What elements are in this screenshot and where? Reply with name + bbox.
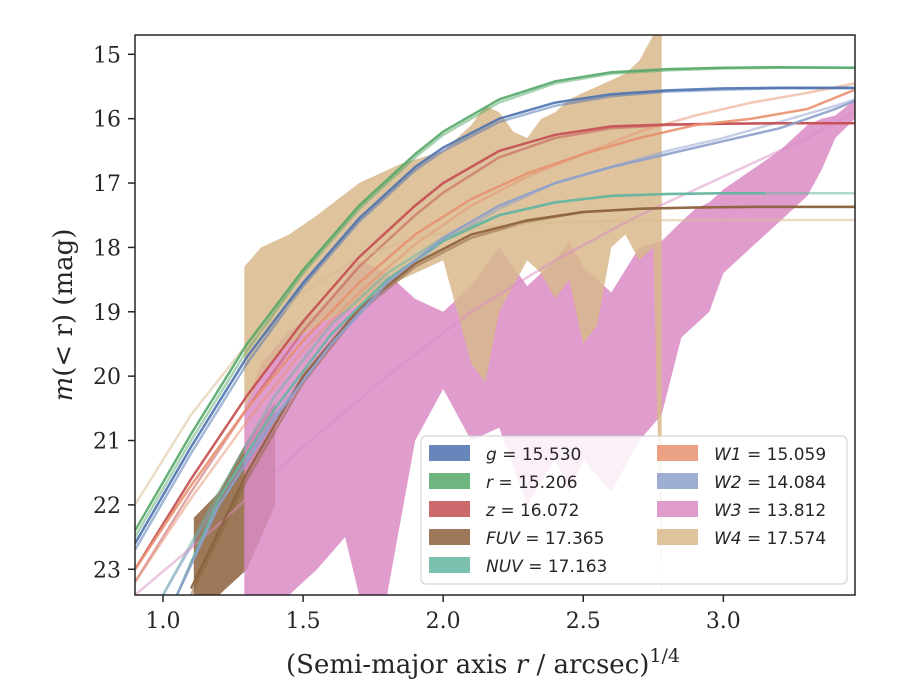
band-w4 [244, 35, 662, 595]
y-axis-ticks: 15 16 17 18 19 20 21 22 23 [93, 43, 135, 583]
legend-item-w1: W1 = 15.059 [657, 445, 826, 465]
legend-label: W1 = 15.059 [714, 445, 826, 465]
model-curve-w4 [135, 218, 855, 506]
x-axis-ticks: 1.0 1.5 2.0 2.5 3.0 [146, 595, 741, 634]
x-tick-label: 2.0 [426, 609, 461, 634]
legend-swatch [429, 529, 470, 545]
profile-w2 [175, 99, 855, 595]
profile-fuv [189, 205, 855, 590]
legend-label: W2 = 14.084 [714, 473, 826, 493]
legend-swatch [429, 473, 470, 489]
x-tick-label: 1.5 [286, 609, 321, 634]
legend: g = 15.530 r = 15.206 z = 16.072 FUV = 17.3… [420, 435, 848, 585]
profile-r [135, 65, 855, 532]
y-tick-label: 17 [93, 172, 121, 197]
legend-label: NUV = 17.163 [486, 557, 607, 577]
x-tick-label: 1.0 [146, 609, 181, 634]
legend-item-z: z = 16.072 [429, 501, 579, 521]
legend-item-w2: W2 = 14.084 [657, 473, 826, 493]
legend-swatch [429, 445, 470, 461]
model-curve-w1 [135, 82, 855, 583]
model-curve-w2 [161, 98, 855, 595]
legend-swatch [657, 445, 698, 461]
legend-item-r: r = 15.206 [429, 473, 578, 493]
legend-label: W4 = 17.574 [714, 529, 826, 549]
band-w3 [244, 99, 855, 595]
legend-swatch [657, 529, 698, 545]
legend-label: g = 15.530 [486, 445, 581, 465]
legend-label: W3 = 13.812 [714, 501, 826, 521]
x-axis-label: (Semi-major axis r / arcsec)1/4 [286, 645, 680, 680]
y-tick-label: 22 [93, 494, 121, 519]
legend-item-g: g = 15.530 [429, 445, 581, 465]
x-tick-label: 3.0 [706, 609, 741, 634]
legend-swatch [429, 557, 470, 573]
legend-label: r = 15.206 [486, 473, 578, 493]
legend-label: FUV = 17.365 [486, 529, 604, 549]
y-tick-label: 15 [93, 43, 121, 68]
y-tick-label: 23 [93, 558, 121, 583]
legend-item-w3: W3 = 13.812 [657, 501, 826, 521]
y-tick-label: 18 [93, 236, 121, 261]
plot-frame [134, 34, 856, 596]
y-tick-label: 20 [93, 365, 121, 390]
model-curve-g [135, 87, 855, 551]
x-tick-label: 2.5 [566, 609, 601, 634]
profile-w1 [135, 88, 855, 570]
model-curve-w3 [135, 111, 855, 595]
legend-label: z = 16.072 [485, 501, 579, 521]
profile-nuv [175, 192, 766, 595]
profile-g [135, 86, 855, 545]
legend-item-fuv: FUV = 17.365 [429, 529, 604, 549]
y-tick-label: 16 [93, 108, 121, 133]
legend-swatch [657, 473, 698, 489]
line-layer [135, 65, 855, 595]
legend-item-w4: W4 = 17.574 [657, 529, 826, 549]
legend-box [420, 435, 848, 585]
legend-swatch [429, 501, 470, 517]
y-tick-label: 19 [93, 301, 121, 326]
y-axis-label: m(< r) (mag) [49, 229, 79, 402]
legend-swatch [657, 501, 698, 517]
y-tick-label: 21 [93, 430, 121, 455]
legend-item-nuv: NUV = 17.163 [429, 557, 607, 577]
